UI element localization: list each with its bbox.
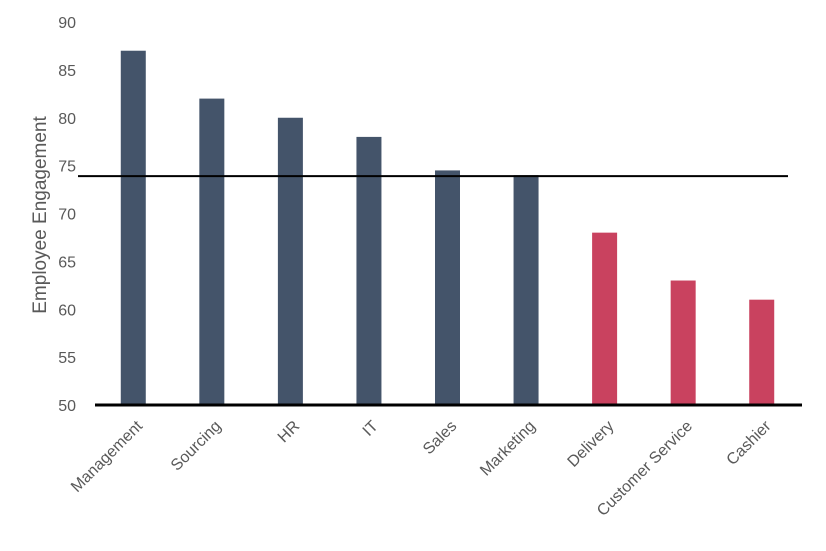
bar-delivery xyxy=(592,232,618,405)
y-tick-label: 70 xyxy=(58,207,76,224)
y-axis-title: Employee Engagement xyxy=(30,116,51,314)
bar-cashier xyxy=(749,299,775,405)
y-tick-label: 75 xyxy=(58,159,76,176)
y-axis-ticks: 50 55 60 65 70 75 80 85 90 xyxy=(58,15,76,415)
bar-it xyxy=(356,136,382,405)
y-tick-label: 65 xyxy=(58,254,76,271)
x-tick-label: Marketing xyxy=(477,418,539,480)
y-tick-label: 50 xyxy=(58,398,76,415)
y-tick-label: 80 xyxy=(58,111,76,128)
bar-hr xyxy=(277,117,303,405)
bar-management xyxy=(120,50,146,405)
x-tick-label: Cashier xyxy=(724,417,775,468)
bar-sales xyxy=(435,170,460,405)
bars xyxy=(120,50,775,405)
x-tick-label: Delivery xyxy=(565,418,618,471)
y-tick-label: 60 xyxy=(58,302,76,319)
bar-customer-service xyxy=(670,280,696,405)
y-tick-label: 55 xyxy=(58,350,76,367)
bar-sourcing xyxy=(199,98,225,405)
x-axis-labels: Management Sourcing HR IT Sales Marketing Deli… xyxy=(68,417,775,519)
x-tick-label: IT xyxy=(360,418,382,440)
y-tick-label: 90 xyxy=(58,15,76,32)
y-tick-label: 85 xyxy=(58,63,76,80)
bar-marketing xyxy=(513,175,539,405)
x-tick-label: Sales xyxy=(420,418,460,458)
x-tick-label: HR xyxy=(275,418,303,446)
x-tick-label: Sourcing xyxy=(168,418,225,475)
x-tick-label: Management xyxy=(68,417,146,495)
